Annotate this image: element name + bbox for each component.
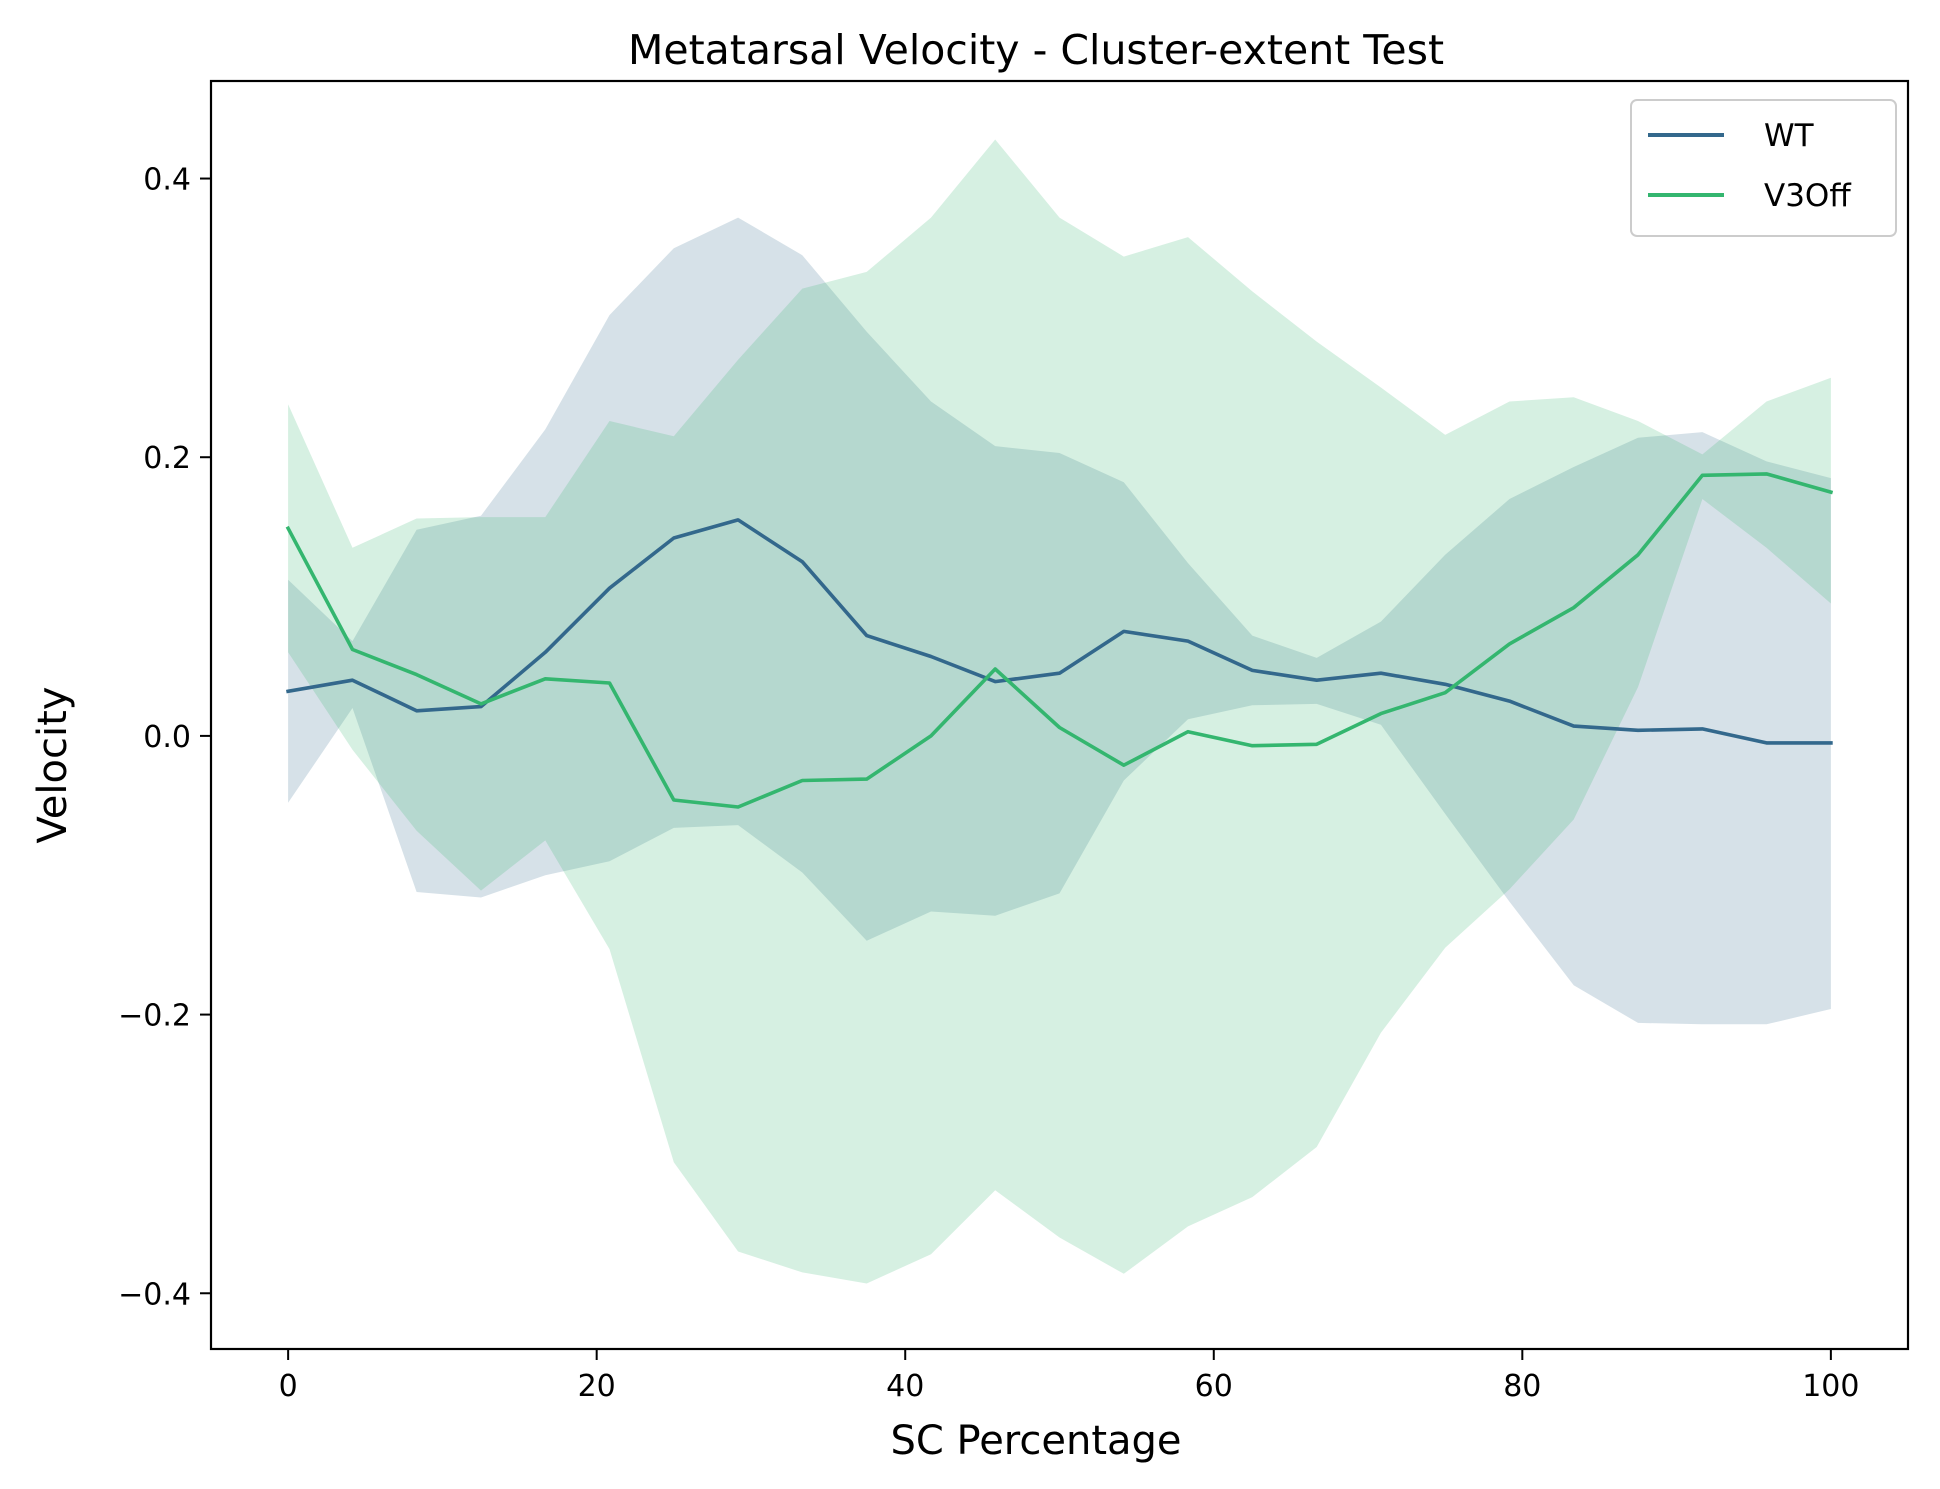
plot-frame: [209, 79, 1910, 1351]
x-axis: 0 20 40 60 80 100: [279, 1349, 1859, 1404]
x-tick-label: 40: [886, 1369, 924, 1404]
confidence-bands: [288, 139, 1831, 1284]
legend-label-v3off: V3Off: [1764, 178, 1851, 214]
x-tick-label: 100: [1802, 1369, 1859, 1404]
y-axis: −0.4 −0.2 0.0 0.2 0.4: [118, 163, 211, 1312]
y-tick-label: 0.2: [143, 441, 191, 476]
x-tick-label: 0: [279, 1369, 298, 1404]
x-tick-label: 80: [1503, 1369, 1541, 1404]
legend-label-wt: WT: [1764, 118, 1815, 154]
y-tick-label: 0.4: [143, 163, 191, 198]
line-v3off: [285, 472, 1834, 809]
band-wt: [288, 217, 1831, 1025]
y-tick-label: −0.2: [118, 999, 191, 1034]
y-axis-label: Velocity: [30, 687, 76, 844]
band-v3off: [288, 139, 1831, 1284]
x-tick-label: 20: [578, 1369, 616, 1404]
legend: WT V3Off: [1630, 99, 1897, 237]
series-lines: [285, 472, 1834, 809]
y-tick-label: −0.4: [118, 1277, 191, 1312]
line-wt: [286, 518, 1833, 745]
y-tick-label: 0.0: [143, 720, 191, 755]
chart-title: Metatarsal Velocity - Cluster-extent Tes…: [628, 26, 1444, 74]
x-tick-label: 60: [1195, 1369, 1233, 1404]
x-axis-label: SC Percentage: [890, 1418, 1181, 1464]
